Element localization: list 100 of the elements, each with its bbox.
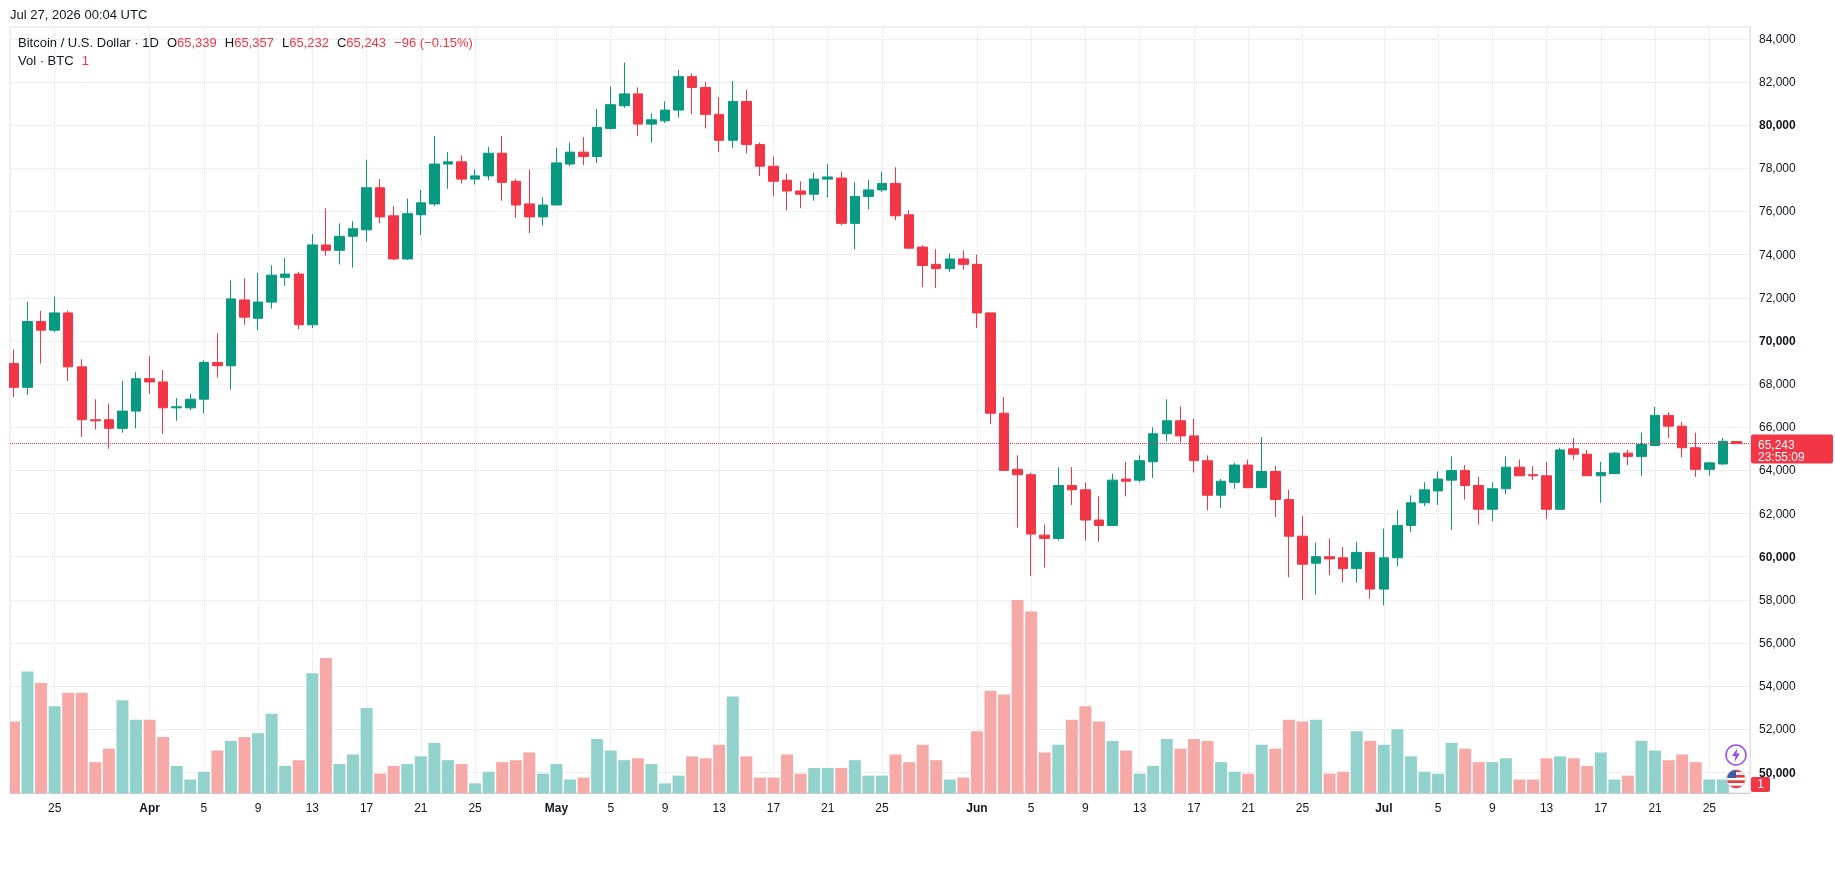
x-tick-label: 17 xyxy=(1594,801,1608,815)
candlestick xyxy=(822,163,833,198)
bar xyxy=(740,756,753,793)
annotation: H xyxy=(224,35,235,50)
bar xyxy=(197,771,210,793)
candlestick xyxy=(294,271,304,330)
y-tick-label: 50,000 xyxy=(1759,765,1797,780)
candlestick xyxy=(49,296,60,333)
candlestick xyxy=(1351,541,1362,584)
bar xyxy=(957,777,970,793)
candlestick xyxy=(1623,449,1633,466)
candlestick xyxy=(524,168,535,234)
x-tick-label: 17 xyxy=(359,801,374,815)
bar xyxy=(808,767,821,793)
bar xyxy=(1174,748,1187,793)
x-tick-label: 25 xyxy=(1702,801,1717,815)
candlestick xyxy=(144,355,155,395)
candlestick xyxy=(1202,454,1213,511)
candlestick xyxy=(239,277,250,326)
candlestick xyxy=(945,253,955,273)
candlestick xyxy=(1704,461,1715,477)
candlestick xyxy=(619,62,630,109)
candlestick xyxy=(334,222,345,265)
bar xyxy=(1540,758,1553,793)
candlestick xyxy=(1162,398,1172,442)
bar xyxy=(1120,750,1133,793)
candlestick xyxy=(782,173,792,211)
bar xyxy=(686,756,699,793)
bar xyxy=(1472,762,1485,793)
candlestick xyxy=(809,172,819,202)
bar xyxy=(781,754,794,793)
candlestick xyxy=(755,141,765,177)
candlestick xyxy=(1053,466,1064,542)
bar xyxy=(306,673,319,793)
candlestick xyxy=(131,371,141,429)
candlestick xyxy=(63,310,73,382)
candlestick xyxy=(77,358,87,438)
candlestick xyxy=(1324,537,1335,576)
bar xyxy=(564,779,577,793)
x-tick-label: 17 xyxy=(1187,801,1201,815)
x-tick-label: 5 xyxy=(1434,801,1442,815)
y-tick-label: 56,000 xyxy=(1759,636,1797,651)
x-tick-label: 5 xyxy=(1027,801,1035,815)
candlestick xyxy=(1433,471,1443,506)
bar xyxy=(1269,748,1282,793)
candlestick xyxy=(1460,464,1470,501)
candlestick xyxy=(212,332,223,379)
candlestick xyxy=(321,207,331,257)
candlestick xyxy=(578,136,589,166)
y-tick-label: 76,000 xyxy=(1759,204,1797,219)
candlestick xyxy=(1270,465,1281,518)
candlestick xyxy=(1501,455,1511,495)
bar xyxy=(224,740,237,793)
text: 1 xyxy=(1757,777,1764,791)
candlestick xyxy=(890,166,901,221)
candlestick xyxy=(402,198,413,261)
candlestick xyxy=(1528,465,1538,481)
x-tick-label: 9 xyxy=(1082,801,1090,815)
candlestick xyxy=(1243,459,1253,489)
bar xyxy=(1228,771,1241,793)
candlestick xyxy=(673,69,684,119)
x-tick-label: 25 xyxy=(47,801,62,815)
bar xyxy=(1255,744,1268,793)
candlestick xyxy=(280,257,290,287)
y-tick-label: 82,000 xyxy=(1759,75,1797,90)
bar xyxy=(21,671,34,793)
y-tick-label: 66,000 xyxy=(1759,420,1797,435)
candlestick xyxy=(741,89,752,154)
text: Bitcoin / U.S. Dollar · 1D xyxy=(18,35,159,50)
bar xyxy=(319,657,332,793)
bar xyxy=(1526,779,1539,793)
x-tick-label: 9 xyxy=(661,801,669,815)
candlestick xyxy=(1473,476,1484,525)
candlestick xyxy=(1026,472,1036,577)
bar xyxy=(794,773,807,793)
bar xyxy=(347,754,360,793)
annotation: 65,232 xyxy=(289,35,329,50)
bar xyxy=(1486,762,1499,793)
candlestick xyxy=(985,312,996,425)
x-tick-label: Jun xyxy=(966,801,988,815)
candlestick xyxy=(1582,449,1592,477)
bar xyxy=(943,779,956,793)
bar xyxy=(631,758,644,793)
candlestick xyxy=(904,209,914,250)
x-tick-label: 9 xyxy=(254,801,262,815)
candlestick xyxy=(266,264,277,310)
bar xyxy=(333,764,346,793)
candlestick xyxy=(592,108,602,164)
candlestick xyxy=(1039,523,1050,569)
x-tick-label: May xyxy=(544,801,569,815)
x-tick-label: 13 xyxy=(712,801,727,815)
candlestick xyxy=(931,248,941,289)
candlestick xyxy=(158,369,168,435)
bar xyxy=(1309,719,1322,793)
bar xyxy=(1432,773,1445,793)
candlestick xyxy=(307,233,318,329)
candlestick xyxy=(565,141,575,167)
y-tick-label: 62,000 xyxy=(1759,506,1797,521)
bar xyxy=(1554,756,1567,793)
candlestick xyxy=(1419,481,1430,507)
